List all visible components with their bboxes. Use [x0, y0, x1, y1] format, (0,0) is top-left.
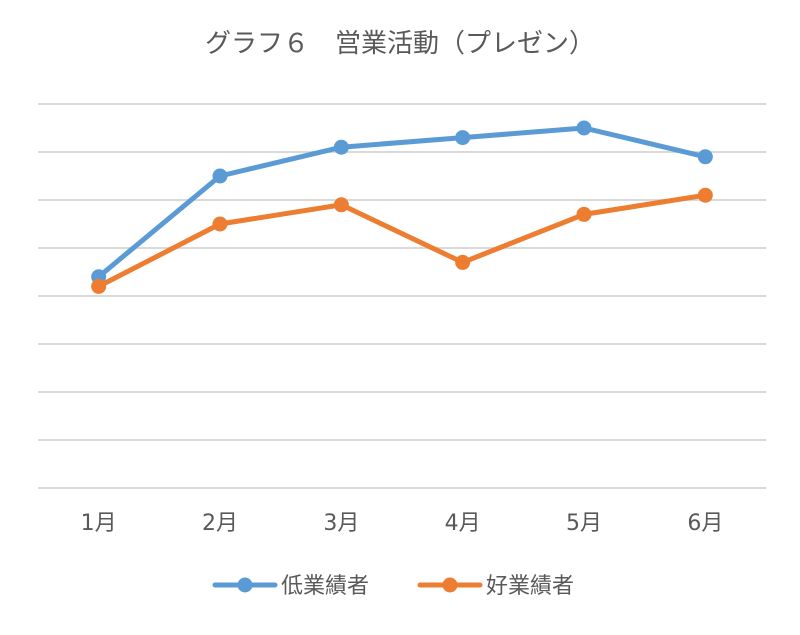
series: [91, 187, 713, 294]
series-line: [96, 192, 708, 289]
data-point: [91, 278, 107, 294]
x-tick-label: 1月: [81, 511, 117, 536]
legend: 低業績者 好業績者: [212, 574, 574, 599]
series-line: [96, 125, 708, 280]
data-point: [697, 187, 713, 203]
x-axis-tick-labels: 1月 2月 3月 4月 5月 6月: [81, 511, 724, 536]
data-point: [455, 254, 471, 270]
series: [91, 120, 713, 285]
legend-label: 好業績者: [486, 574, 574, 599]
data-point: [212, 168, 228, 184]
series-lines: [91, 120, 713, 294]
x-tick-label: 6月: [687, 511, 723, 536]
legend-swatch-marker: [442, 577, 458, 593]
x-tick-label: 2月: [202, 511, 238, 536]
data-point: [576, 120, 592, 136]
legend-item: 低業績者: [212, 574, 369, 599]
data-point: [333, 139, 349, 155]
data-point: [333, 197, 349, 213]
gridlines: [38, 103, 766, 489]
data-point: [212, 216, 228, 232]
data-point: [455, 130, 471, 146]
legend-label: 低業績者: [281, 574, 369, 599]
x-tick-label: 5月: [566, 511, 602, 536]
legend-item: 好業績者: [417, 574, 574, 599]
data-point: [697, 149, 713, 165]
legend-swatch-marker: [237, 577, 253, 593]
data-point: [576, 206, 592, 222]
chart-title: グラフ６ 営業活動（プレゼン）: [205, 29, 595, 59]
x-tick-label: 4月: [445, 511, 481, 536]
x-tick-label: 3月: [323, 511, 359, 536]
